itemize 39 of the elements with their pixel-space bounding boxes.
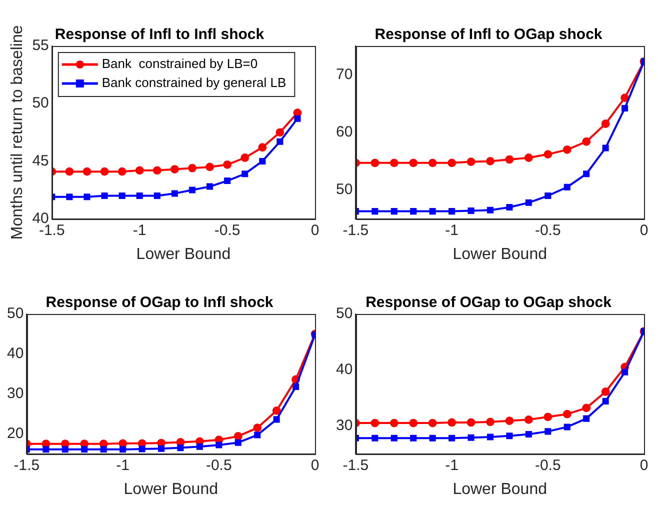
x-axis-title: Lower Bound xyxy=(136,246,231,263)
chart-title: Response of OGap to Infl shock xyxy=(46,294,274,312)
y-axis-title: Months until return to baseline xyxy=(9,25,26,240)
legend-label: Bank constrained by general LB xyxy=(102,75,286,90)
x-tick-label: -0.5 xyxy=(214,222,240,239)
y-tick-label: 50 xyxy=(32,94,49,112)
x-tick-label: -1 xyxy=(445,222,458,239)
x-tick-label: 0 xyxy=(640,456,648,474)
x-tick-label: -1 xyxy=(445,456,458,474)
y-tick-label: 50 xyxy=(336,181,353,198)
x-tick-label: 0 xyxy=(310,222,320,239)
x-tick-label: 0 xyxy=(310,456,320,474)
x-tick-label: -1.5 xyxy=(14,456,40,474)
x-tick-label: -1.5 xyxy=(342,456,369,474)
y-tick-label: 30 xyxy=(6,385,24,402)
x-tick-label: 0 xyxy=(640,222,648,239)
y-tick-label: 45 xyxy=(32,152,49,170)
y-tick-label: 55 xyxy=(32,37,49,54)
legend-label: Bank constrained by LB=0 xyxy=(102,56,258,72)
x-axis-title: Lower Bound xyxy=(124,480,218,498)
x-tick-label: -0.5 xyxy=(534,222,561,239)
chart-title: Response of Infl to OGap shock xyxy=(374,26,603,44)
y-tick-label: 60 xyxy=(336,124,353,141)
x-tick-label: -1.5 xyxy=(342,222,369,239)
chart-title: Response of OGap to OGap shock xyxy=(366,294,612,312)
y-tick-label: 50 xyxy=(6,305,24,322)
y-tick-label: 40 xyxy=(6,345,24,362)
x-tick-label: -0.5 xyxy=(206,456,232,474)
x-tick-label: -1 xyxy=(116,456,130,474)
y-tick-label: 70 xyxy=(336,66,353,83)
x-axis-title: Lower Bound xyxy=(452,480,547,498)
y-tick-label: 50 xyxy=(336,305,353,322)
x-tick-label: -1 xyxy=(132,222,146,239)
chart-title: Response of Infl to Infl shock xyxy=(54,26,265,44)
y-tick-label: 40 xyxy=(336,361,353,378)
y-tick-label: 30 xyxy=(336,416,353,434)
x-tick-label: -0.5 xyxy=(534,456,561,474)
y-tick-label: 20 xyxy=(6,424,24,442)
x-axis-title: Lower Bound xyxy=(452,246,547,263)
